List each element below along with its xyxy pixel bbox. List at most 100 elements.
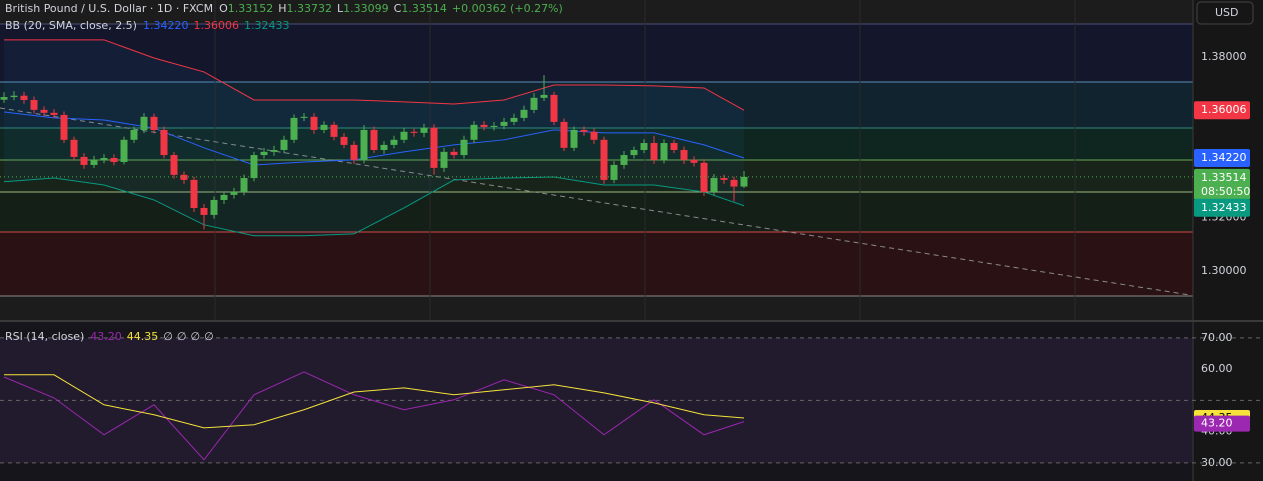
zone (0, 192, 1193, 232)
candle-body (320, 124, 328, 130)
candle-body (670, 143, 678, 150)
rsi-legend: RSI (14, close) 43.20 44.35 ∅ ∅ ∅ ∅ (5, 330, 214, 343)
candle-body (520, 109, 528, 118)
series-line (3, 111, 745, 166)
candle-body (60, 114, 68, 140)
change: +0.00362 (+0.27%) (452, 2, 563, 15)
rsi-label: 43.20 (1201, 417, 1233, 430)
candle-body (680, 149, 688, 160)
candle-body (540, 94, 548, 98)
candle-body (300, 116, 308, 118)
candle-body (140, 116, 148, 130)
candle-body (340, 136, 348, 145)
candle-body (460, 139, 468, 156)
candle-body (690, 159, 698, 163)
candle-body (490, 125, 498, 127)
high-value: 1.33732 (287, 2, 333, 15)
zone (0, 24, 1193, 82)
candle-body (100, 157, 108, 160)
candle-body (210, 199, 218, 215)
rsi-extra: ∅ (163, 330, 173, 343)
candle-body (170, 155, 178, 175)
candle-body (610, 164, 618, 180)
candle-body (590, 131, 598, 140)
candle-body (440, 151, 448, 168)
candle-body (40, 109, 48, 113)
series-line (3, 176, 745, 237)
candle-body (270, 149, 278, 152)
candle-body (630, 149, 638, 156)
zone (0, 296, 1193, 321)
countdown: 08:50:50 (1201, 185, 1250, 198)
candle-body (510, 117, 518, 122)
rsi-value: 43.20 (90, 330, 122, 343)
zone (0, 0, 1193, 24)
rsi-extra: ∅ (177, 330, 187, 343)
bb-basis: 1.34220 (143, 19, 189, 32)
bb-upper-label: 1.36006 (1201, 103, 1247, 116)
ohlc-prefix: C (394, 2, 402, 15)
close-value: 1.33514 (401, 2, 447, 15)
candle-body (160, 129, 168, 156)
series-line (4, 374, 745, 429)
candle-body (370, 129, 378, 150)
candle-body (400, 131, 408, 140)
candle-body (120, 139, 128, 163)
open-value: 1.33152 (228, 2, 274, 15)
candle-body (570, 129, 578, 148)
ohlc-prefix: L (337, 2, 344, 15)
candle-body (190, 179, 198, 208)
candle-body (290, 117, 298, 140)
candle-body (150, 116, 158, 130)
candle-body (550, 94, 558, 122)
candle-body (470, 124, 478, 140)
main-legend: British Pound / U.S. Dollar · 1D · FXCM O… (5, 2, 563, 15)
candle-body (220, 194, 228, 200)
currency-button[interactable] (1196, 1, 1254, 25)
candle-body (740, 176, 748, 187)
candle-body (450, 151, 458, 156)
candle-body (600, 139, 608, 180)
y-tick-label: 60.00 (1201, 362, 1233, 375)
candle-body (580, 129, 588, 132)
candle-body (90, 159, 98, 165)
candle-body (480, 124, 488, 127)
currency-label[interactable]: USD (1215, 6, 1239, 19)
zone (0, 160, 1193, 192)
candle-body (180, 174, 188, 180)
zone (0, 82, 1193, 128)
candle-body (30, 99, 38, 110)
candle-body (560, 121, 568, 148)
candle-body (620, 155, 628, 165)
rsi-extra: ∅ (204, 330, 214, 343)
bb-basis-label-box (1194, 148, 1250, 167)
candle-body (330, 124, 338, 137)
candle-body (500, 121, 508, 126)
candle-body (390, 139, 398, 145)
candle-body (350, 144, 358, 160)
zone (0, 232, 1193, 296)
candle-body (70, 139, 78, 157)
candle-body (710, 178, 718, 192)
bb-lower-label: 1.32433 (1201, 201, 1247, 214)
candle-body (80, 156, 88, 165)
rsi-ma-value: 44.35 (127, 330, 159, 343)
bb-name: BB (20, SMA, close, 2.5) (5, 19, 137, 32)
candle-body (640, 143, 648, 150)
rsi-extra: ∅ (190, 330, 200, 343)
candle-body (430, 127, 438, 168)
candle-body (110, 157, 118, 163)
y-tick-label: 70.00 (1201, 331, 1233, 344)
bb-upper-label-box (1194, 101, 1250, 120)
candle-body (10, 95, 18, 98)
candle-body (310, 116, 318, 130)
candle-body (650, 143, 658, 160)
trend-line (0, 107, 1191, 296)
low-value: 1.33099 (343, 2, 389, 15)
price-label: 1.33514 (1201, 171, 1247, 184)
bb-upper: 1.36006 (193, 19, 239, 32)
ohlc-prefix: O (219, 2, 228, 15)
candle-body (240, 178, 248, 192)
